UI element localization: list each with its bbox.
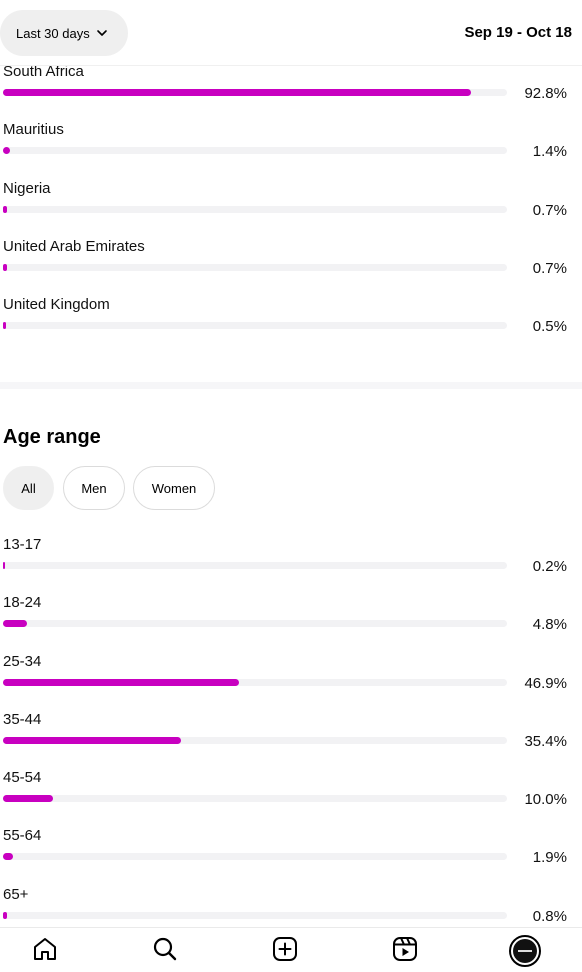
age-row: 55-64 1.9% bbox=[3, 827, 573, 867]
age-row: 35-44 35.4% bbox=[3, 711, 573, 751]
location-row: United Kingdom 0.5% bbox=[3, 296, 573, 336]
bar-fill bbox=[3, 562, 5, 569]
bar-track bbox=[3, 562, 507, 569]
location-name: United Arab Emirates bbox=[3, 238, 145, 255]
bar-fill bbox=[3, 89, 471, 96]
location-row: United Arab Emirates 0.7% bbox=[3, 238, 573, 278]
age-label: 55-64 bbox=[3, 827, 42, 844]
bar-fill bbox=[3, 620, 28, 627]
home-tab[interactable] bbox=[28, 934, 62, 968]
bottom-tab-bar bbox=[0, 927, 582, 972]
date-range-text: Sep 19 - Oct 18 bbox=[464, 24, 572, 41]
age-range-title: Age range bbox=[3, 426, 101, 448]
location-name: United Kingdom bbox=[3, 296, 110, 313]
section-divider bbox=[0, 382, 582, 389]
reels-icon bbox=[392, 936, 418, 967]
bar-track bbox=[3, 322, 507, 329]
age-label: 13-17 bbox=[3, 536, 42, 553]
location-row: Mauritius 1.4% bbox=[3, 121, 573, 161]
bar-track bbox=[3, 679, 507, 686]
filter-men-chip[interactable]: Men bbox=[63, 466, 125, 510]
bar-track bbox=[3, 147, 507, 154]
bar-track bbox=[3, 206, 507, 213]
age-label: 35-44 bbox=[3, 711, 42, 728]
bar-fill bbox=[3, 853, 13, 860]
create-icon bbox=[272, 936, 298, 967]
create-tab[interactable] bbox=[268, 934, 302, 968]
age-label: 25-34 bbox=[3, 653, 42, 670]
location-percent: 1.4% bbox=[532, 143, 567, 160]
reels-tab[interactable] bbox=[388, 934, 422, 968]
bar-track bbox=[3, 620, 507, 627]
location-percent: 0.7% bbox=[532, 260, 567, 277]
age-percent: 4.8% bbox=[532, 616, 567, 633]
age-percent: 46.9% bbox=[524, 675, 567, 692]
bar-fill bbox=[3, 206, 7, 213]
search-tab[interactable] bbox=[148, 934, 182, 968]
age-row: 65+ 0.8% bbox=[3, 886, 573, 926]
age-row: 45-54 10.0% bbox=[3, 769, 573, 809]
bar-fill bbox=[3, 912, 8, 919]
bar-fill bbox=[3, 264, 7, 271]
location-name: Mauritius bbox=[3, 121, 64, 138]
home-icon bbox=[32, 936, 58, 967]
location-percent: 92.8% bbox=[524, 85, 567, 102]
age-percent: 0.8% bbox=[532, 908, 567, 925]
age-percent: 1.9% bbox=[532, 849, 567, 866]
bar-track bbox=[3, 264, 507, 271]
bar-fill bbox=[3, 322, 6, 329]
bar-track bbox=[3, 737, 507, 744]
profile-tab[interactable] bbox=[508, 934, 542, 968]
bar-fill bbox=[3, 147, 11, 154]
insights-header: Last 30 days Sep 19 - Oct 18 bbox=[0, 0, 582, 66]
filter-all-chip[interactable]: All bbox=[3, 466, 54, 510]
date-range-label: Last 30 days bbox=[16, 25, 90, 41]
filter-women-chip[interactable]: Women bbox=[133, 466, 215, 510]
location-row: Nigeria 0.7% bbox=[3, 180, 573, 220]
location-percent: 0.7% bbox=[532, 202, 567, 219]
age-percent: 10.0% bbox=[524, 791, 567, 808]
location-percent: 0.5% bbox=[532, 318, 567, 335]
age-row: 13-17 0.2% bbox=[3, 536, 573, 576]
age-row: 25-34 46.9% bbox=[3, 653, 573, 693]
age-label: 65+ bbox=[3, 886, 29, 903]
age-label: 18-24 bbox=[3, 594, 42, 611]
age-label: 45-54 bbox=[3, 769, 42, 786]
avatar-image bbox=[513, 939, 537, 963]
bar-fill bbox=[3, 795, 54, 802]
bar-track bbox=[3, 912, 507, 919]
search-icon bbox=[152, 936, 178, 967]
bar-track bbox=[3, 853, 507, 860]
bar-fill bbox=[3, 679, 240, 686]
location-name: South Africa bbox=[3, 63, 84, 80]
location-name: Nigeria bbox=[3, 180, 51, 197]
bar-track bbox=[3, 795, 507, 802]
age-percent: 35.4% bbox=[524, 733, 567, 750]
bar-fill bbox=[3, 737, 182, 744]
profile-avatar bbox=[509, 935, 541, 967]
chevron-down-icon bbox=[96, 27, 108, 39]
location-row: South Africa 92.8% bbox=[3, 63, 573, 103]
bar-track bbox=[3, 89, 507, 96]
age-row: 18-24 4.8% bbox=[3, 594, 573, 634]
age-percent: 0.2% bbox=[532, 558, 567, 575]
date-range-dropdown[interactable]: Last 30 days bbox=[0, 10, 128, 56]
